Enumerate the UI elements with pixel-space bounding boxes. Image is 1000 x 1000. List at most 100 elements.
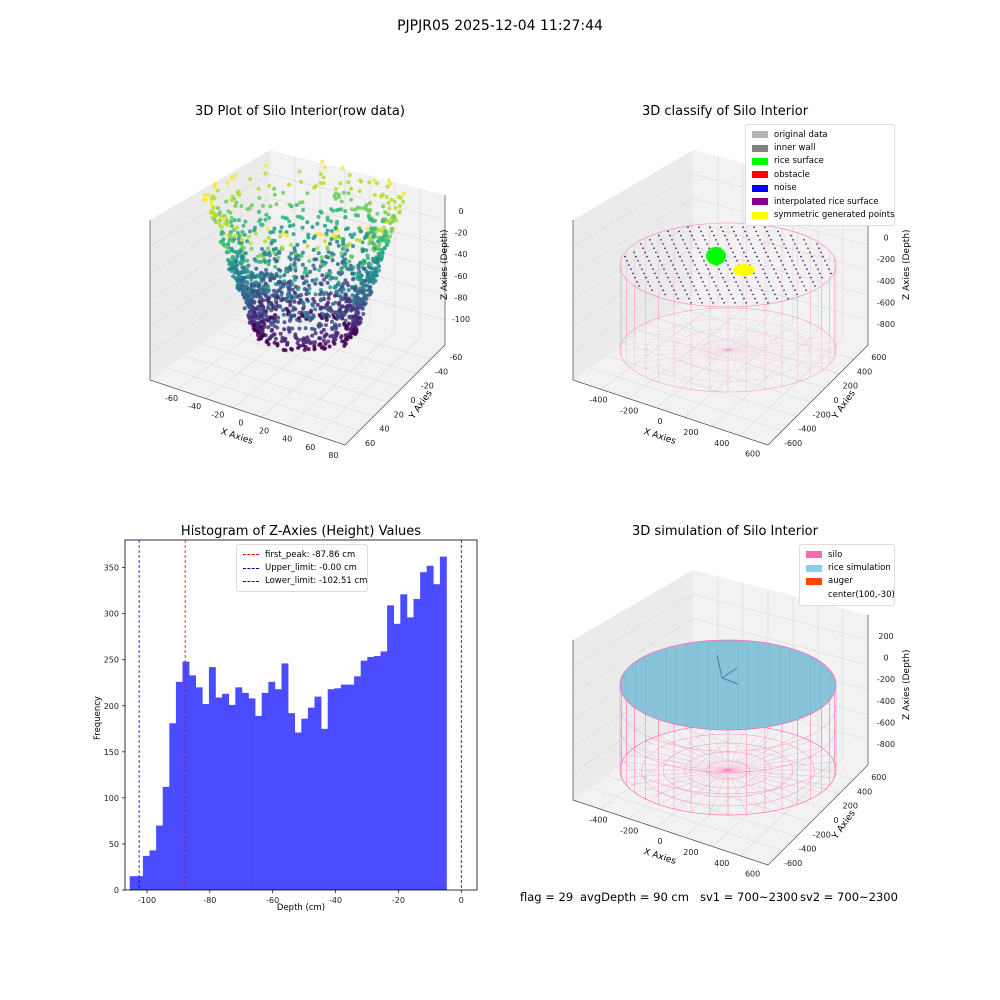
data-point <box>354 328 359 333</box>
data-point <box>258 303 263 308</box>
grid-line <box>572 246 694 327</box>
data-point <box>368 292 373 297</box>
data-point <box>249 277 254 282</box>
data-point <box>363 293 368 298</box>
data-point <box>240 259 245 264</box>
histogram-bar <box>413 598 421 890</box>
data-point <box>384 232 389 237</box>
data-point <box>249 282 254 287</box>
tick-label: 400 <box>857 367 872 376</box>
silo-floor-wire <box>621 342 729 351</box>
grid-line <box>684 743 794 838</box>
data-point <box>230 255 235 259</box>
interpolated-point <box>685 268 687 271</box>
legend-entry: Lower_limit: -102.51 cm <box>243 575 367 588</box>
interpolated-point <box>760 264 762 266</box>
interpolated-point <box>793 264 795 266</box>
data-point <box>232 227 237 232</box>
data-point <box>251 319 256 324</box>
histogram-bar <box>334 688 342 890</box>
axis-edges <box>572 195 869 446</box>
interpolated-point <box>690 302 692 304</box>
interpolated-point <box>808 272 810 275</box>
interpolated-point <box>715 239 717 241</box>
data-point <box>331 208 335 213</box>
data-point <box>243 279 248 284</box>
data-point <box>264 288 269 292</box>
data-point <box>346 180 351 185</box>
data-point <box>334 276 339 281</box>
interpolated-point <box>701 255 703 258</box>
data-point <box>250 290 255 295</box>
interpolated-point <box>735 281 737 283</box>
data-point <box>310 340 314 345</box>
legend-entry: obstacle <box>752 168 888 181</box>
data-point <box>286 326 291 330</box>
data-point <box>303 344 308 349</box>
data-point <box>390 219 395 224</box>
data-point <box>323 346 327 351</box>
interpolated-point <box>822 255 824 258</box>
data-point <box>378 228 383 233</box>
data-point <box>213 213 218 218</box>
silo-floor-wire <box>727 349 783 387</box>
data-point <box>272 332 277 337</box>
data-point <box>266 295 270 300</box>
data-point <box>272 250 277 255</box>
data-point <box>256 186 261 191</box>
data-point <box>389 217 394 221</box>
tick-label: 600 <box>871 773 886 782</box>
histogram-bar <box>321 728 329 890</box>
data-point <box>257 325 262 330</box>
data-point <box>240 265 245 270</box>
data-point <box>335 239 340 244</box>
data-point <box>228 260 232 265</box>
data-point <box>323 315 328 320</box>
data-point <box>333 337 338 342</box>
data-point <box>344 227 348 232</box>
data-point <box>386 239 391 244</box>
data-point <box>252 312 257 317</box>
interpolated-point <box>776 297 778 300</box>
data-point <box>310 333 315 338</box>
histogram-bar <box>433 584 441 890</box>
data-point <box>221 237 226 242</box>
data-point <box>339 334 344 339</box>
data-point <box>280 246 284 251</box>
histogram-bar <box>373 656 381 890</box>
data-point <box>246 275 251 279</box>
data-point <box>361 258 366 263</box>
data-point <box>361 260 366 265</box>
data-point <box>262 324 267 329</box>
auger-axis <box>716 654 723 679</box>
interpolated-point <box>693 239 695 241</box>
data-point <box>235 271 239 275</box>
interpolated-point <box>657 255 659 258</box>
interpolated-point <box>784 268 786 271</box>
data-point <box>335 292 340 297</box>
data-point <box>257 195 262 200</box>
data-point <box>291 313 296 318</box>
data-point <box>352 329 357 334</box>
data-point <box>364 233 369 238</box>
data-point <box>327 314 331 319</box>
data-point <box>362 293 367 297</box>
data-point <box>277 279 282 284</box>
data-point <box>357 226 362 231</box>
data-point <box>231 196 236 201</box>
interpolated-point <box>761 289 763 292</box>
histogram-bar <box>400 594 408 890</box>
data-point <box>272 238 277 243</box>
interpolated-point <box>723 255 725 258</box>
data-point <box>366 288 371 293</box>
data-point <box>376 227 381 232</box>
interpolated-point <box>794 243 796 245</box>
data-point <box>268 230 273 235</box>
data-point <box>255 329 259 334</box>
data-point <box>210 194 215 199</box>
data-point <box>261 252 266 257</box>
interpolated-point <box>692 260 694 262</box>
data-point <box>234 263 239 268</box>
data-point <box>241 246 246 251</box>
data-point <box>215 188 220 193</box>
